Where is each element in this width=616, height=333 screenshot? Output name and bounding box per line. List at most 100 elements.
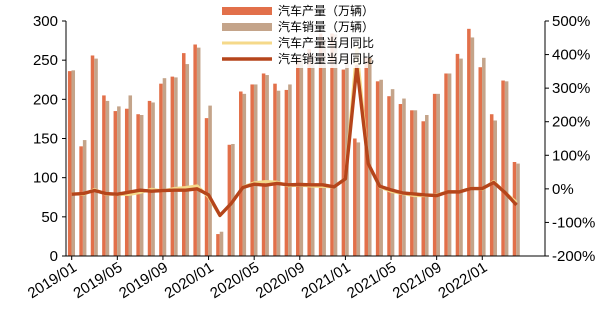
- bar-sales-2019/07: [139, 115, 144, 256]
- x-tick-label: 2020/01: [162, 259, 217, 302]
- bar-sales-2019/05: [117, 106, 121, 256]
- bar-production-2020/02: [216, 234, 220, 256]
- bar-production-2020/09: [296, 58, 300, 256]
- y-right-tick-label: 100%: [552, 147, 590, 164]
- bar-sales-2022/01: [482, 57, 486, 256]
- y-right-tick-label: 200%: [552, 114, 590, 131]
- bar-production-2019/09: [159, 83, 163, 256]
- bar-sales-2021/07: [413, 110, 418, 256]
- bar-sales-2019/12: [196, 47, 201, 256]
- y-right-tick-label: 300%: [552, 80, 590, 97]
- x-tick-label: 2021/09: [390, 259, 445, 302]
- bar-sales-2021/06: [402, 98, 406, 256]
- bar-production-2019/05: [113, 111, 118, 256]
- bar-production-2019/06: [124, 108, 129, 256]
- bar-production-2020/01: [204, 118, 209, 256]
- bar-production-2019/12: [193, 44, 197, 256]
- bar-sales-2021/08: [425, 115, 429, 256]
- x-tick-label: 2021/01: [299, 259, 354, 302]
- bar-production-2019/07: [136, 114, 140, 256]
- x-tick-label: 2019/09: [116, 259, 171, 302]
- x-tick-label: 2021/05: [344, 259, 399, 302]
- bar-sales-2021/02: [356, 142, 361, 256]
- bar-sales-2019/02: [82, 140, 87, 256]
- bar-sales-2021/05: [390, 89, 395, 257]
- bar-production-2020/06: [261, 73, 266, 256]
- bar-sales-2021/03: [368, 57, 372, 256]
- bar-sales-2019/06: [128, 95, 133, 256]
- bar-production-2021/12: [467, 28, 471, 256]
- bar-production-2022/04: [512, 162, 517, 256]
- bar-production-2021/11: [455, 53, 460, 257]
- bar-production-2019/01: [67, 71, 72, 256]
- bar-production-2022/03: [501, 80, 505, 256]
- bar-production-2022/01: [478, 67, 483, 256]
- bar-production-2019/04: [102, 95, 106, 256]
- lines-layer: [71, 46, 518, 218]
- bar-production-2021/02: [353, 138, 357, 256]
- y-left-tick-label: 250: [33, 52, 58, 69]
- bar-sales-2020/09: [299, 54, 304, 257]
- legend-label-1: 汽车销量（万辆）: [278, 19, 374, 34]
- bar-sales-2020/12: [333, 34, 338, 256]
- y-right-tick-label: 0%: [552, 181, 574, 198]
- bar-production-2021/04: [375, 81, 380, 256]
- bar-sales-2021/10: [447, 73, 452, 256]
- bar-sales-2021/11: [459, 58, 463, 256]
- bar-production-2019/08: [147, 100, 152, 257]
- bar-production-2020/05: [250, 84, 254, 256]
- y-left-tick-label: 150: [33, 131, 58, 148]
- bar-production-2019/10: [170, 76, 175, 257]
- bar-sales-2020/02: [219, 231, 224, 256]
- bar-production-2021/06: [398, 104, 403, 256]
- bar-sales-2020/05: [253, 84, 258, 256]
- bar-production-2021/07: [410, 110, 414, 256]
- bar-sales-2019/01: [71, 70, 76, 256]
- y-right-tick-label: 500%: [552, 13, 590, 30]
- x-tick-label: 2019/01: [25, 259, 80, 302]
- bar-production-2019/11: [181, 53, 186, 257]
- bar-sales-2019/11: [185, 64, 190, 256]
- y-left-tick-label: 0: [50, 248, 58, 265]
- bar-sales-2020/04: [242, 93, 247, 256]
- bar-sales-2020/06: [265, 75, 269, 256]
- bar-production-2020/03: [227, 144, 232, 256]
- bar-sales-2019/09: [162, 78, 167, 257]
- bar-production-2019/03: [90, 55, 95, 256]
- x-tick-label: 2022/01: [435, 259, 490, 302]
- legend-label-3: 汽车销量当月同比: [278, 51, 374, 66]
- bar-sales-2020/08: [288, 84, 292, 256]
- x-tick-label: 2020/09: [253, 259, 308, 302]
- bar-sales-2022/04: [516, 163, 520, 256]
- bar-production-2020/08: [284, 89, 289, 257]
- legend-swatch-1: [222, 23, 272, 31]
- bar-sales-2019/10: [174, 77, 178, 257]
- y-right-tick-label: -100%: [552, 214, 595, 231]
- bar-sales-2020/07: [276, 90, 281, 256]
- bar-sales-2022/02: [493, 120, 497, 256]
- bar-sales-2021/12: [470, 37, 475, 257]
- bar-sales-2021/09: [436, 93, 440, 256]
- legend-label-0: 汽车产量（万辆）: [278, 3, 374, 18]
- bar-sales-2020/11: [322, 39, 326, 256]
- legend-swatch-0: [222, 7, 272, 15]
- bar-sales-2020/01: [208, 105, 212, 256]
- bar-sales-2019/08: [151, 102, 155, 256]
- bar-sales-2019/04: [105, 100, 110, 257]
- bar-production-2019/02: [79, 146, 83, 256]
- x-tick-label: 2020/05: [207, 259, 262, 302]
- bar-sales-2022/03: [504, 81, 509, 256]
- line-sales-yoy: [71, 64, 518, 218]
- y-left-tick-label: 300: [33, 13, 58, 30]
- x-tick-label: 2019/05: [70, 259, 125, 302]
- bar-production-2021/10: [444, 73, 448, 256]
- bar-production-2020/10: [307, 49, 311, 257]
- y-left-tick-label: 50: [41, 209, 58, 226]
- bar-production-2020/07: [273, 83, 277, 256]
- y-left-tick-label: 200: [33, 91, 58, 108]
- bar-production-2020/04: [239, 91, 243, 256]
- bar-production-2021/05: [387, 96, 391, 256]
- bar-sales-2019/03: [94, 58, 98, 256]
